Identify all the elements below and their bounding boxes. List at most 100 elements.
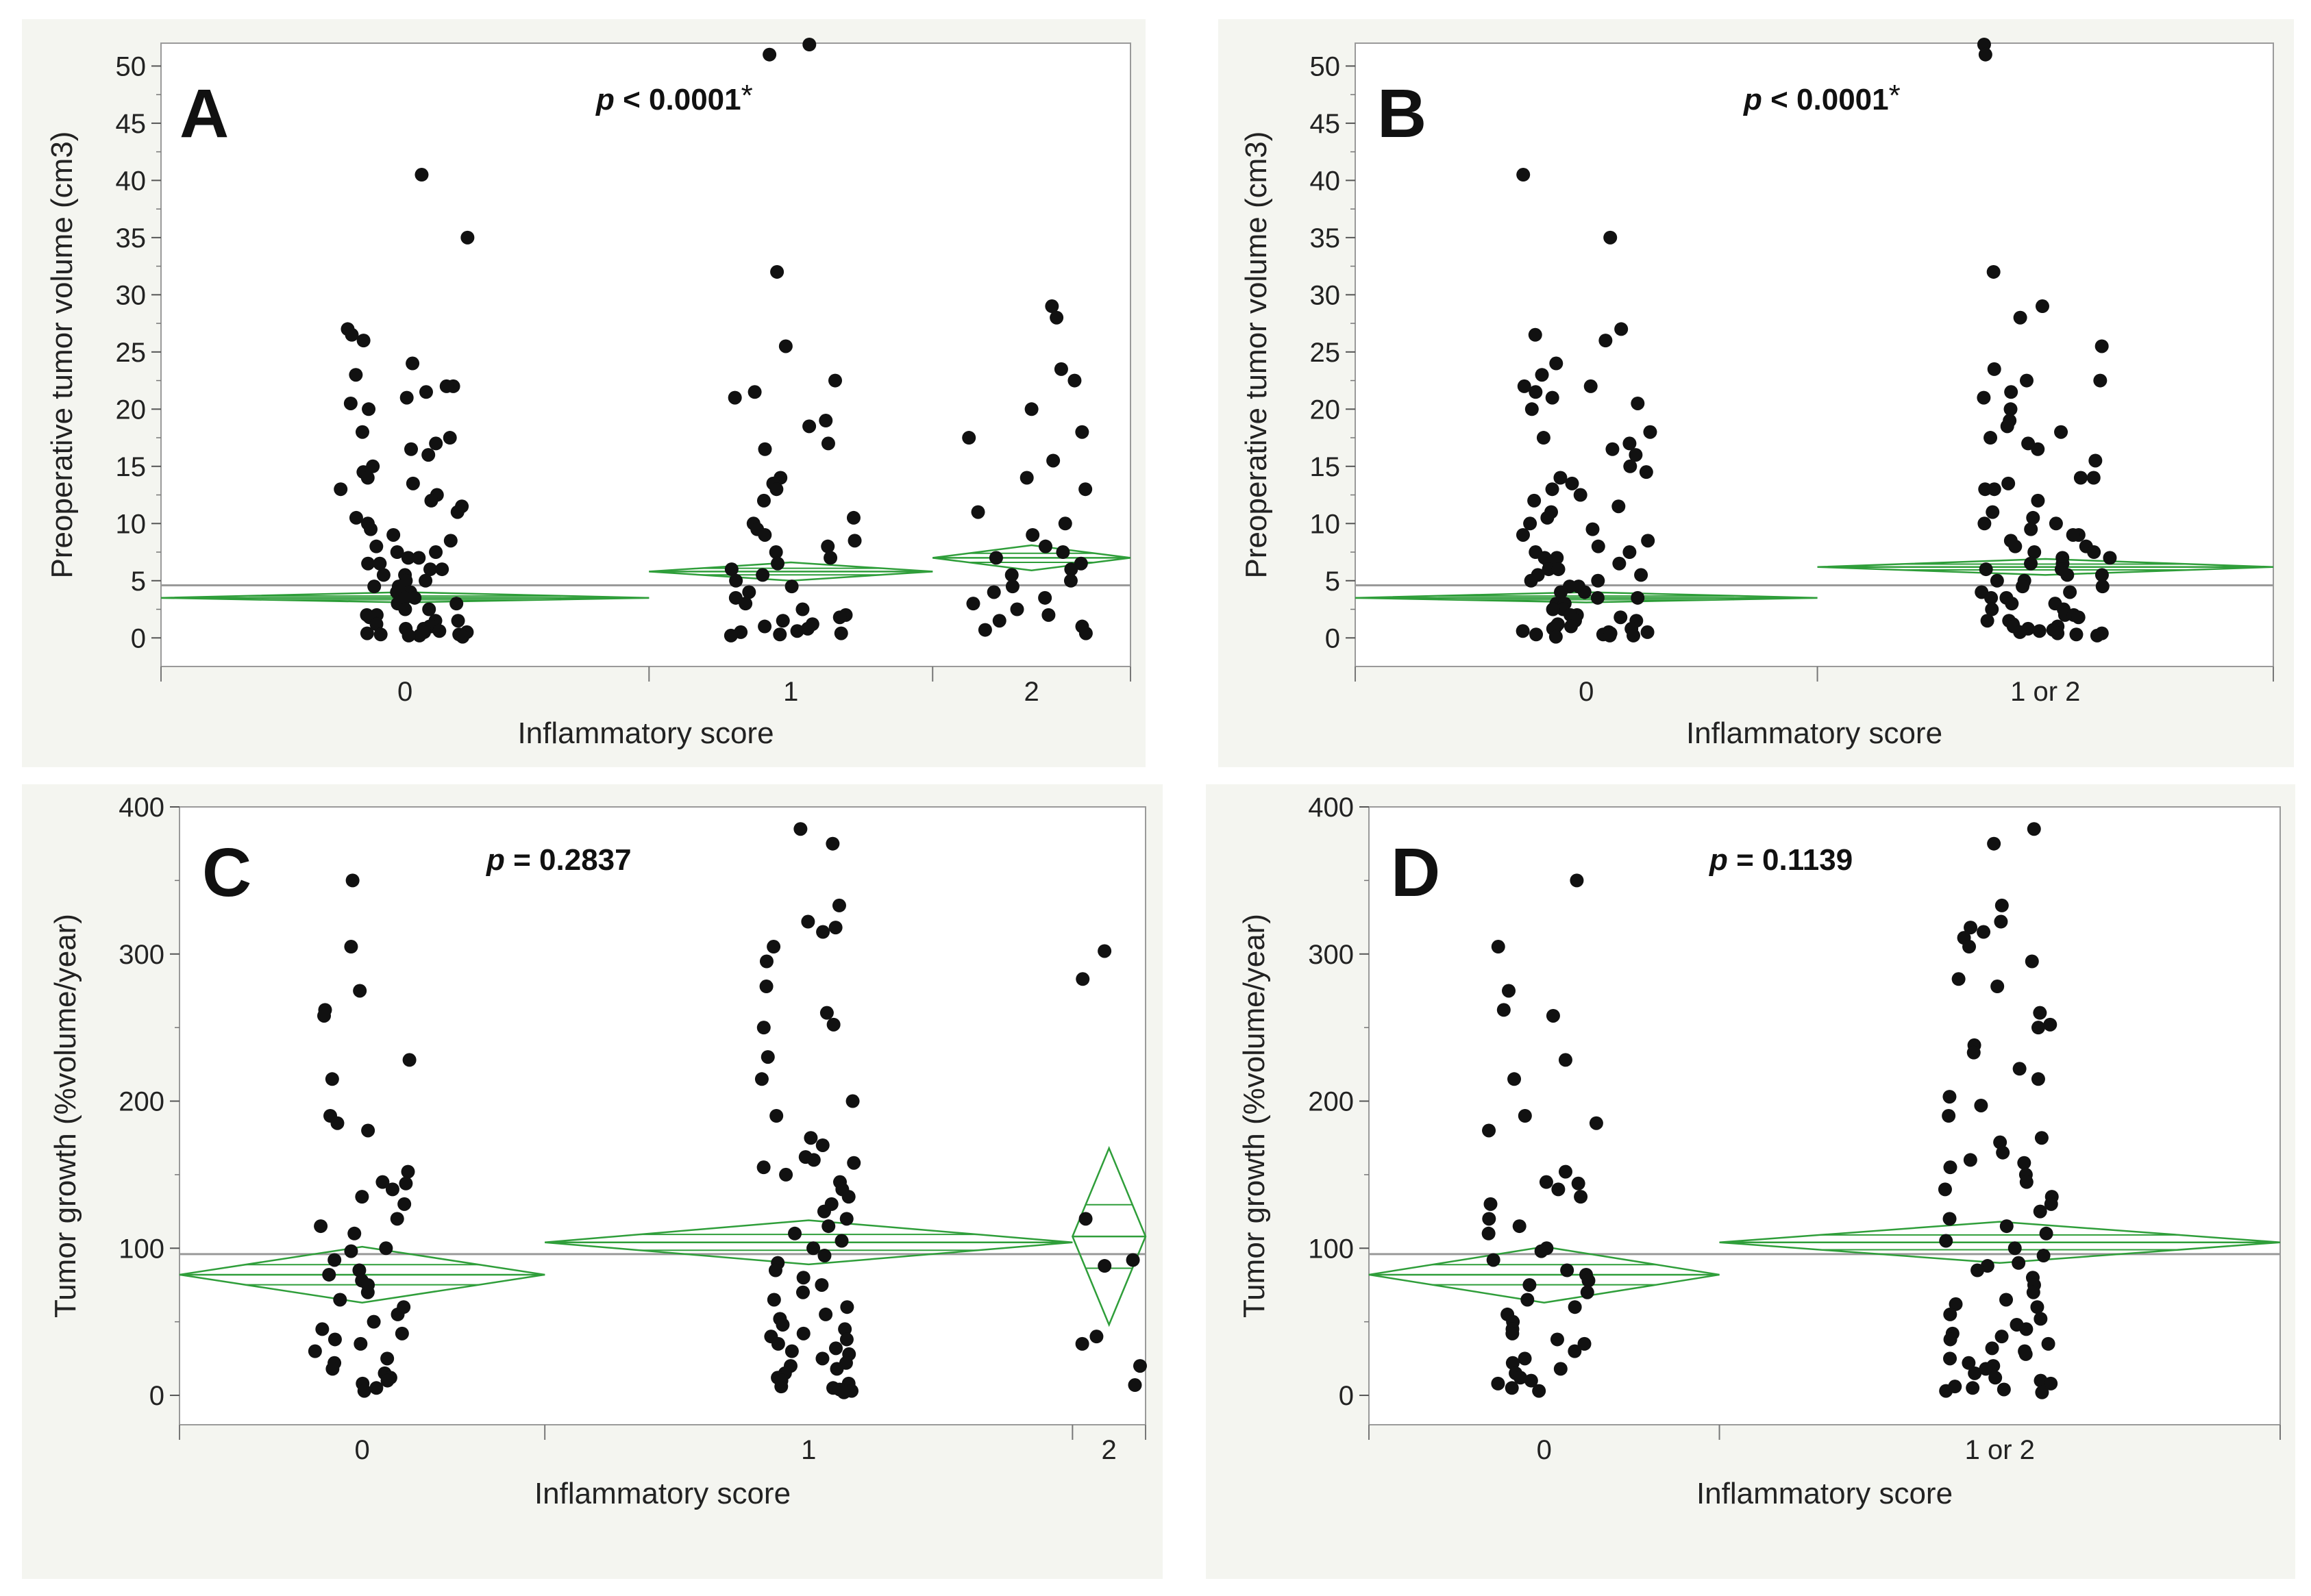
data-point xyxy=(391,1307,405,1321)
data-point xyxy=(369,539,384,553)
data-point xyxy=(1565,476,1579,490)
data-point xyxy=(1574,1190,1588,1204)
data-point xyxy=(739,597,753,611)
data-point xyxy=(779,1167,793,1182)
data-point xyxy=(1583,379,1598,393)
data-point xyxy=(1512,1219,1527,1234)
data-point xyxy=(819,414,833,428)
data-point xyxy=(761,1050,775,1064)
data-point xyxy=(759,980,774,994)
data-point xyxy=(838,1322,852,1336)
plot-area xyxy=(179,806,1146,1425)
significance-star: * xyxy=(741,79,753,112)
data-point xyxy=(2044,1197,2058,1211)
data-point xyxy=(386,527,401,542)
data-point xyxy=(1990,573,2004,588)
data-point xyxy=(398,602,412,616)
data-point xyxy=(1970,1263,1985,1277)
data-point xyxy=(769,545,783,560)
data-point xyxy=(1962,1356,1976,1370)
data-point xyxy=(1977,390,1991,405)
data-point xyxy=(796,1271,811,1285)
data-point xyxy=(790,624,804,638)
data-point xyxy=(2024,556,2038,571)
data-point xyxy=(419,385,433,399)
data-point xyxy=(369,1381,384,1395)
data-point xyxy=(1482,1123,1496,1138)
data-point xyxy=(422,602,436,616)
data-point xyxy=(399,390,414,405)
data-point xyxy=(1516,168,1531,182)
data-point xyxy=(1527,493,1542,508)
data-point xyxy=(1064,562,1078,577)
data-point xyxy=(1568,1300,1582,1314)
data-point xyxy=(1486,1253,1500,1267)
data-point xyxy=(1010,602,1024,616)
data-point xyxy=(1076,972,1090,986)
data-point xyxy=(784,1344,799,1358)
data-point xyxy=(2005,597,2019,611)
data-point xyxy=(2063,585,2077,599)
data-point xyxy=(1605,442,1620,456)
data-point xyxy=(1046,453,1061,468)
data-point xyxy=(1980,614,1994,628)
data-point xyxy=(1540,510,1555,525)
data-point xyxy=(1038,539,1052,553)
data-point xyxy=(361,556,375,571)
data-point xyxy=(1985,1341,1999,1356)
data-point xyxy=(1534,1244,1548,1258)
data-point xyxy=(1949,1297,1963,1311)
y-tick-label: 35 xyxy=(116,223,147,253)
data-point xyxy=(1943,1307,1957,1321)
data-point xyxy=(347,1226,362,1240)
data-point xyxy=(1545,390,1559,405)
y-tick-label: 10 xyxy=(116,509,147,539)
data-point xyxy=(1640,625,1655,639)
data-point xyxy=(408,590,422,605)
data-point xyxy=(322,1267,336,1282)
data-point xyxy=(2031,493,2045,508)
data-point xyxy=(962,431,976,445)
data-point xyxy=(1598,334,1613,348)
data-point xyxy=(1568,1344,1582,1358)
data-point xyxy=(1990,980,2005,994)
p-value-label: p = 0.2837 xyxy=(486,843,632,877)
data-point xyxy=(1943,1351,1957,1366)
data-point xyxy=(379,1241,393,1256)
p-value-label: p < 0.0001* xyxy=(595,79,753,116)
data-point xyxy=(2017,1156,2031,1170)
y-tick-label: 50 xyxy=(116,51,147,82)
data-point xyxy=(832,610,847,625)
data-point xyxy=(449,597,464,611)
data-point xyxy=(1590,590,1605,605)
data-point xyxy=(773,627,787,642)
data-point xyxy=(2094,568,2109,582)
data-point xyxy=(367,1314,381,1329)
data-point xyxy=(402,1053,417,1067)
data-point xyxy=(1516,624,1530,638)
data-point xyxy=(728,390,742,405)
data-point xyxy=(767,1293,781,1307)
data-point xyxy=(840,1300,854,1314)
data-point xyxy=(1603,628,1617,643)
data-point xyxy=(839,1332,854,1347)
data-point xyxy=(1126,1253,1140,1267)
data-point xyxy=(817,1249,832,1263)
data-point xyxy=(397,1197,412,1211)
data-point xyxy=(2071,610,2086,625)
data-point xyxy=(1518,1109,1532,1123)
data-point xyxy=(1098,944,1112,958)
data-point xyxy=(404,442,419,456)
data-point xyxy=(2035,299,2049,314)
data-point xyxy=(2004,385,2018,399)
data-point xyxy=(2012,1256,2026,1270)
data-point xyxy=(1551,562,1566,577)
data-point xyxy=(349,510,363,525)
data-point xyxy=(826,1017,841,1032)
data-point xyxy=(1943,1160,1957,1175)
data-point xyxy=(364,522,378,536)
data-point xyxy=(1966,1381,1980,1395)
data-point xyxy=(334,482,348,497)
data-point xyxy=(1994,1330,2009,1344)
data-point xyxy=(1614,610,1628,625)
